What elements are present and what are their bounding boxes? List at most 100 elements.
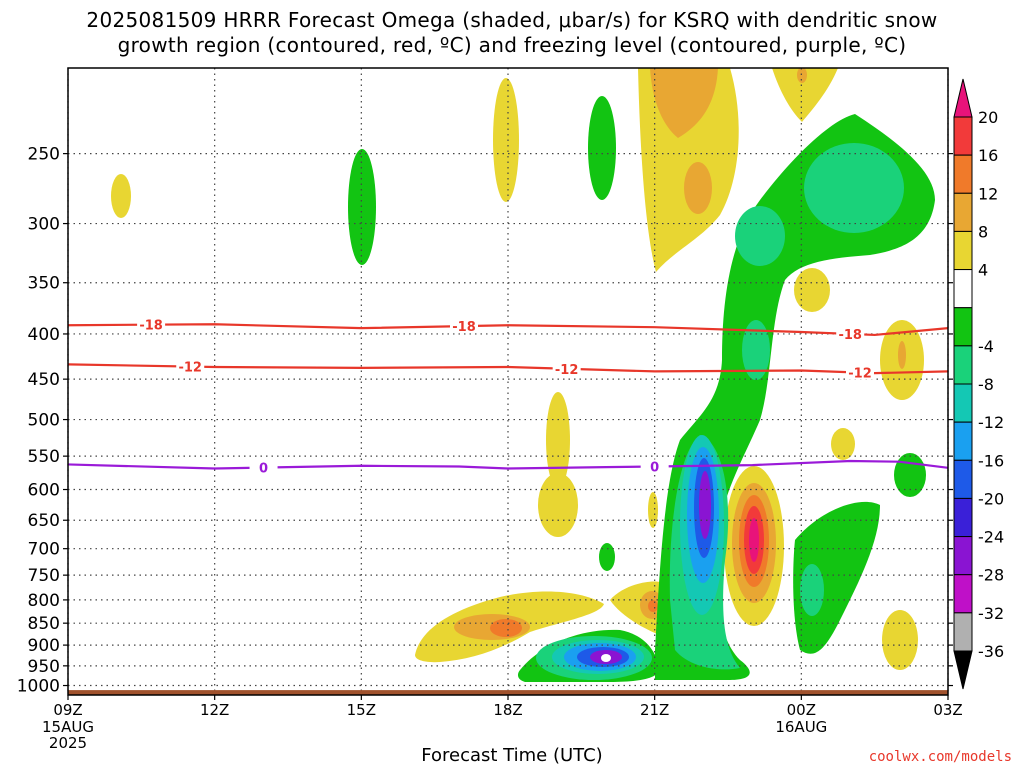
omega-positive-region [794,268,830,312]
y-tick-label: 650 [28,511,60,531]
omega-positive-region [648,492,658,528]
x-tick-label: 09Z [53,701,82,719]
contour-label-bg [640,459,669,474]
colorbar-segment [953,192,973,232]
omega-negative-region [742,320,770,380]
x-tick-sublabel: 15AUG [42,718,94,736]
omega-negative-region [348,149,376,265]
omega-negative-region [735,206,785,266]
contour-label: 0 [259,462,268,477]
colorbar-label: -32 [978,604,1004,623]
contour-label: -18 [838,328,862,343]
contour-line-freezing [67,459,949,470]
colorbar-segment [953,536,973,576]
contour-label-bg [176,359,205,374]
colorbar-bottom-arrow [953,650,973,690]
colorbar-segment [953,459,973,499]
colorbar-label: -8 [978,375,994,394]
contour-label-bg [552,361,581,376]
y-tick-label: 750 [28,566,60,586]
omega-negative-region [804,143,904,233]
y-tick-label: 300 [28,215,60,235]
x-tick-label: 00Z [787,701,816,719]
omega-positive-region [111,174,131,218]
y-tick-label: 450 [28,370,60,390]
y-tick-label: 800 [28,591,60,611]
omega-positive-region [772,68,838,122]
colorbar-segment [953,421,973,461]
colorbar-label: -20 [978,489,1004,508]
x-tick-sublabel: 16AUG [775,718,827,736]
omega-positive-region [493,78,519,202]
y-tick-label: 400 [28,325,60,345]
colorbar-label: -36 [978,642,1004,661]
contour-label: -18 [452,320,476,335]
colorbar-label: 20 [978,108,998,127]
y-tick-label: 950 [28,657,60,677]
contour-label-bg [137,317,166,332]
colorbar-segment [953,345,973,385]
contour-label-bg [249,460,278,475]
colorbar-segment [953,154,973,194]
omega-positive-region [538,473,578,537]
colorbar-label: -16 [978,451,1004,470]
omega-negative-region [894,453,926,497]
contour-label: -18 [139,319,163,334]
omega-negative-region [699,471,711,539]
y-tick-label: 850 [28,614,60,634]
x-tick-label: 03Z [933,701,962,719]
contour-label: -12 [848,367,872,382]
omega-positive-region [797,68,807,83]
colorbar-label: -28 [978,566,1004,585]
colorbar-segment [953,269,973,309]
omega-negative-region [601,654,611,662]
colorbar-segment [953,574,973,614]
colorbar-segment [953,612,973,652]
y-tick-label: 1000 [17,677,60,697]
colorbar-top-arrow [953,78,973,118]
omega-negative-region [588,96,616,200]
colorbar-label: -24 [978,528,1004,547]
colorbar-label: -12 [978,413,1004,432]
contour-label-bg [450,319,478,334]
terrain-band [68,690,948,695]
omega-positive-region [546,392,570,488]
x-tick-label: 12Z [200,701,229,719]
omega-positive-region [684,162,712,214]
y-tick-label: 500 [28,411,60,431]
contour-label: -12 [178,361,202,376]
x-tick-label: 15Z [347,701,376,719]
y-tick-label: 550 [28,447,60,467]
omega-positive-region [650,68,718,138]
colorbar-label: 8 [978,222,988,241]
colorbar-label: 4 [978,261,988,280]
contour-label-bg [836,326,865,341]
colorbar-segment [953,307,973,347]
y-tick-label: 250 [28,145,60,165]
title-line-1: 2025081509 HRRR Forecast Omega (shaded, … [86,8,938,32]
credit-text: coolwx.com/models [868,749,1012,765]
omega-shading [111,68,935,682]
contour-label-bg [846,365,874,380]
colorbar-segment [953,116,973,156]
omega-negative-region [599,543,615,571]
omega-positive-region [882,610,918,670]
omega-positive-region [648,600,658,612]
contour-label: -12 [555,363,579,378]
colorbar-segment [953,383,973,423]
omega-positive-region [831,428,855,460]
omega-negative-region [800,564,824,616]
x-tick-label: 21Z [640,701,669,719]
colorbar-label: 16 [978,146,998,165]
chart-title: 2025081509 HRRR Forecast Omega (shaded, … [0,8,1024,58]
omega-positive-region [898,341,906,369]
y-tick-label: 700 [28,540,60,560]
x-tick-sublabel: 2025 [49,734,87,752]
colorbar-label: -4 [978,337,994,356]
omega-positive-region [749,518,759,562]
omega-positive-region [490,619,522,637]
colorbar-label: 12 [978,184,998,203]
x-axis-title: Forecast Time (UTC) [421,745,603,766]
colorbar-segment [953,497,973,538]
